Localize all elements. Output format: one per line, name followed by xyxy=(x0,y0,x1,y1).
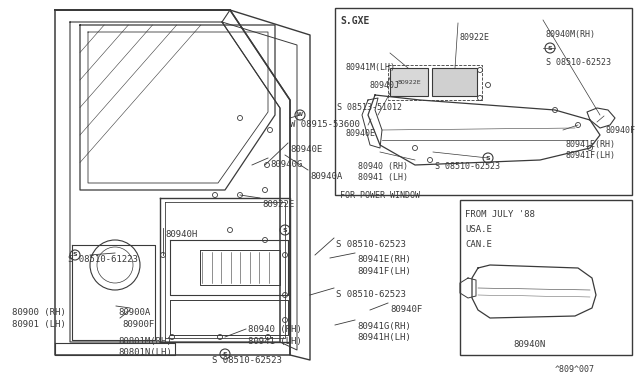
Bar xyxy=(460,200,632,355)
Text: 80941 (LH): 80941 (LH) xyxy=(248,337,301,346)
Text: S: S xyxy=(548,45,552,51)
Text: 80941F(LH): 80941F(LH) xyxy=(357,267,411,276)
Text: CAN.E: CAN.E xyxy=(465,240,492,249)
Text: S 08510-62523: S 08510-62523 xyxy=(435,162,500,171)
Text: 80940F: 80940F xyxy=(390,305,422,314)
Text: 80900F: 80900F xyxy=(122,320,154,329)
Text: S 08510-62523: S 08510-62523 xyxy=(212,356,282,365)
Polygon shape xyxy=(368,95,600,165)
Text: USA.E: USA.E xyxy=(465,225,492,234)
Text: 80940 (RH): 80940 (RH) xyxy=(248,325,301,334)
Text: S: S xyxy=(223,352,227,356)
Text: FOR POWER WINDOW: FOR POWER WINDOW xyxy=(340,191,420,200)
Text: W 08915-53600: W 08915-53600 xyxy=(290,120,360,129)
Bar xyxy=(390,68,428,96)
Text: 80922E: 80922E xyxy=(262,200,294,209)
Text: 80941E(RH): 80941E(RH) xyxy=(565,140,615,149)
Text: S: S xyxy=(486,155,490,160)
Text: 80940J: 80940J xyxy=(370,81,400,90)
Text: 80922E: 80922E xyxy=(397,80,421,84)
Text: 80941H(LH): 80941H(LH) xyxy=(357,333,411,342)
Polygon shape xyxy=(460,278,476,298)
Text: FROM JULY '88: FROM JULY '88 xyxy=(465,210,535,219)
Text: 80940H: 80940H xyxy=(165,230,197,239)
Text: 80940G: 80940G xyxy=(270,160,302,169)
Bar xyxy=(335,8,632,195)
Text: S: S xyxy=(73,253,77,257)
Text: 80940A: 80940A xyxy=(310,172,342,181)
Text: 80941G(RH): 80941G(RH) xyxy=(357,322,411,331)
Text: 80941F(LH): 80941F(LH) xyxy=(565,151,615,160)
Bar xyxy=(432,68,477,96)
Text: S.GXE: S.GXE xyxy=(340,16,369,26)
Text: 80901 (LH): 80901 (LH) xyxy=(12,320,66,329)
Text: 80900A: 80900A xyxy=(118,308,150,317)
Text: S 08513-51012: S 08513-51012 xyxy=(337,103,402,112)
Text: 80900 (RH): 80900 (RH) xyxy=(12,308,66,317)
Text: ^809^007: ^809^007 xyxy=(555,365,595,372)
Text: 80941E(RH): 80941E(RH) xyxy=(357,255,411,264)
Polygon shape xyxy=(587,108,615,128)
Polygon shape xyxy=(472,265,596,318)
Text: S 08510-62523: S 08510-62523 xyxy=(546,58,611,67)
Text: W: W xyxy=(297,112,303,118)
Text: S 08510-62523: S 08510-62523 xyxy=(336,290,406,299)
Text: S: S xyxy=(283,228,287,232)
Text: S 08510-61223: S 08510-61223 xyxy=(68,255,138,264)
Text: 80940E: 80940E xyxy=(290,145,323,154)
Text: 80940E: 80940E xyxy=(345,129,375,138)
Text: 80940N: 80940N xyxy=(514,340,546,349)
Text: 80941 (LH): 80941 (LH) xyxy=(358,173,408,182)
Text: 80801M(RH): 80801M(RH) xyxy=(118,337,172,346)
Text: 80940M(RH): 80940M(RH) xyxy=(545,30,595,39)
Text: S 08510-62523: S 08510-62523 xyxy=(336,240,406,249)
Text: 80941M(LH): 80941M(LH) xyxy=(345,63,395,72)
Text: 80922E: 80922E xyxy=(460,33,490,42)
Text: 80801N(LH): 80801N(LH) xyxy=(118,348,172,357)
Text: 80940F: 80940F xyxy=(606,126,636,135)
Text: 80940 (RH): 80940 (RH) xyxy=(358,162,408,171)
